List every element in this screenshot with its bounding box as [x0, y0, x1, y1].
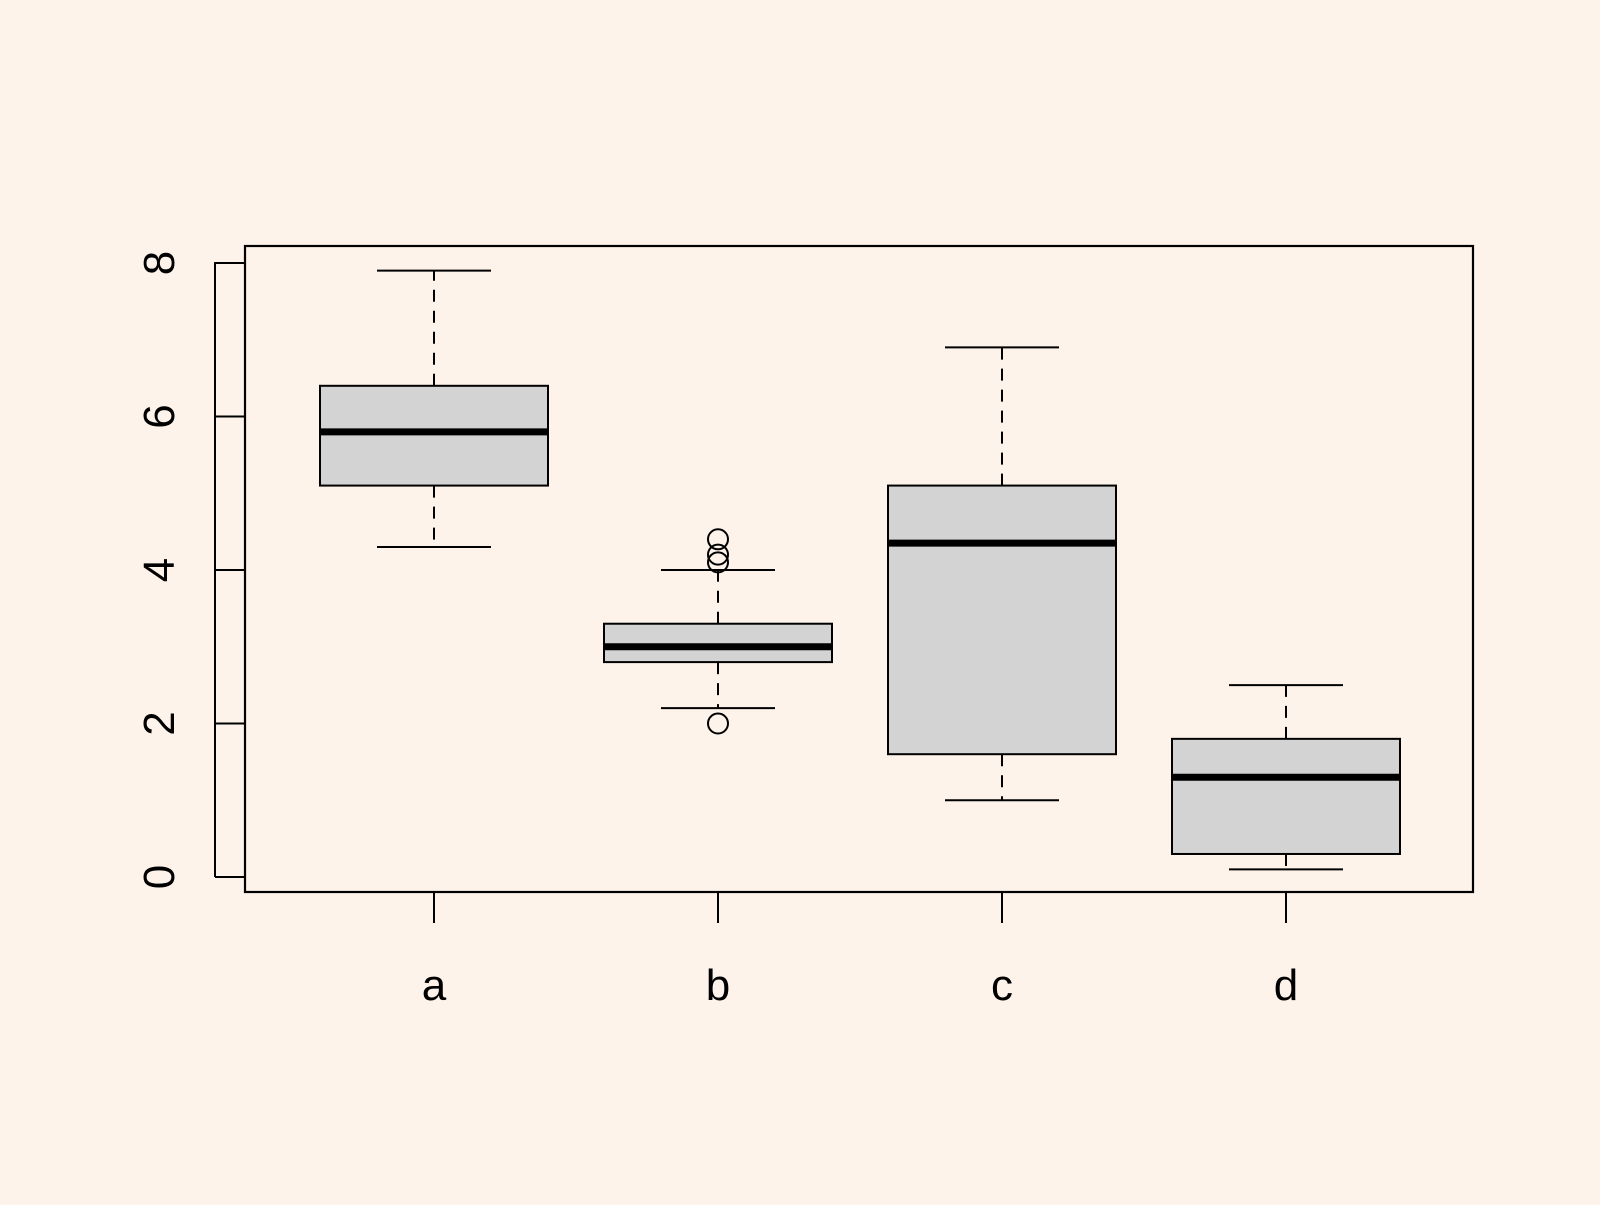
boxes-layer: [319, 269, 1401, 871]
outlier-point: [707, 543, 729, 566]
outlier-point: [707, 528, 729, 551]
x-axis-ticks: a b c d: [422, 892, 1298, 1010]
y-axis-ticks: 0 2 4 6 8: [135, 251, 245, 889]
x-tick-label: b: [706, 961, 730, 1010]
box-iqr: [319, 384, 549, 487]
box-group-b: [603, 528, 833, 735]
box-iqr: [887, 484, 1117, 756]
x-tick-label: a: [422, 961, 447, 1010]
box-group-c: [887, 346, 1117, 802]
box-iqr: [603, 622, 833, 664]
outlier-point: [707, 551, 729, 574]
y-tick-label: 8: [135, 251, 184, 275]
y-tick-label: 2: [135, 711, 184, 735]
x-tick-label: d: [1274, 961, 1298, 1010]
box-group-d: [1171, 684, 1401, 871]
box-group-a: [319, 269, 549, 548]
y-tick-label: 4: [135, 558, 184, 582]
box-iqr: [1171, 737, 1401, 855]
outlier-point: [707, 712, 729, 735]
x-tick-label: c: [991, 961, 1013, 1010]
y-tick-label: 0: [135, 865, 184, 889]
y-tick-label: 6: [135, 404, 184, 428]
